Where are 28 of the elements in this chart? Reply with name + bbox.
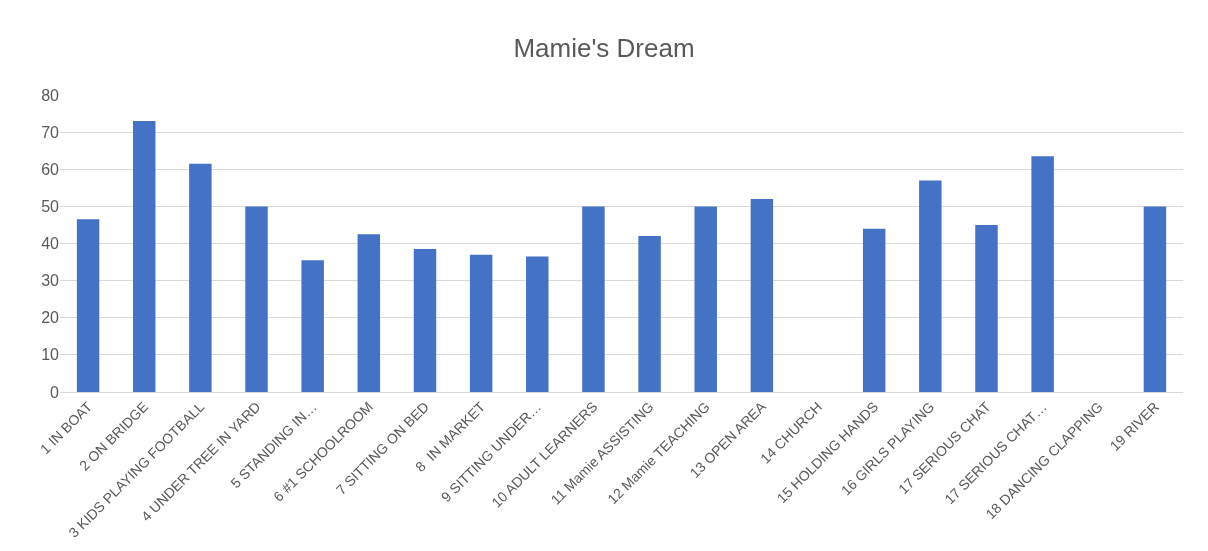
- bar: [413, 249, 437, 392]
- y-tick-label: 80: [41, 86, 60, 104]
- bar: [750, 198, 774, 392]
- bar: [469, 254, 493, 392]
- bar: [638, 236, 661, 392]
- bar: [301, 260, 324, 392]
- y-tick-label: 70: [41, 123, 60, 141]
- y-tick-label: 20: [41, 309, 60, 327]
- bar: [582, 206, 605, 392]
- y-tick-label: 40: [41, 235, 60, 253]
- bar: [189, 163, 212, 392]
- bar: [357, 234, 381, 392]
- bar: [1143, 206, 1167, 392]
- y-tick-label: 60: [41, 160, 60, 178]
- y-tick-label: 50: [41, 197, 60, 215]
- bar: [919, 180, 942, 392]
- bar: [694, 206, 717, 392]
- bar: [133, 120, 156, 392]
- y-tick-label: 30: [41, 272, 60, 290]
- y-tick-label: 10: [41, 346, 60, 364]
- bar: [862, 228, 886, 392]
- bar: [1031, 156, 1054, 392]
- bar: [76, 219, 100, 392]
- bar: [245, 206, 268, 392]
- y-tick-label: 0: [50, 383, 60, 401]
- chart-title: Mamie's Dream: [513, 32, 695, 63]
- bar: [975, 224, 998, 392]
- bar: [526, 256, 549, 392]
